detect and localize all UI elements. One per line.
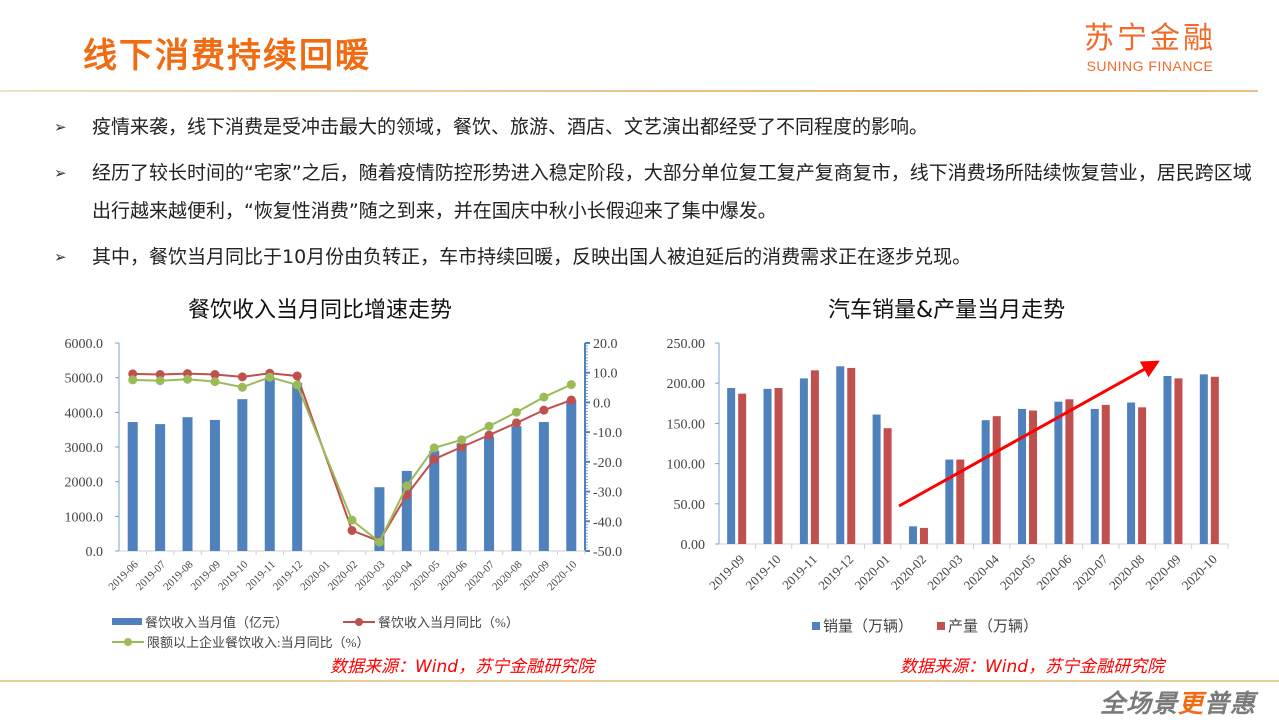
svg-text:20.0: 20.0	[593, 337, 618, 352]
right-chart-title: 汽车销量&产量当月走势	[828, 298, 1066, 323]
svg-text:0.0: 0.0	[86, 545, 104, 560]
svg-text:50.00: 50.00	[674, 498, 706, 513]
bullet-list: ➢ 疫情来袭，线下消费是受冲击最大的领域，餐饮、旅游、酒店、文艺演出都经受了不同…	[54, 108, 1254, 284]
svg-text:2020-10: 2020-10	[1179, 552, 1220, 593]
page-title: 线下消费持续回暖	[83, 36, 371, 76]
bullet-text: 经历了较长时间的“宅家”之后，随着疫情防控形势进入稳定阶段，大部分单位复工复产复…	[92, 162, 1252, 222]
svg-text:250.00: 250.00	[667, 337, 706, 352]
legend-item-production: 产量（万辆）	[937, 615, 1038, 636]
svg-text:150.00: 150.00	[667, 417, 706, 432]
svg-text:2019-12: 2019-12	[815, 552, 856, 593]
svg-text:2020-10: 2020-10	[545, 558, 580, 593]
footer-slogan: 全场景更普惠	[1100, 689, 1257, 718]
legend-item-revenue: 餐饮收入当月值（亿元）	[112, 612, 288, 631]
svg-text:-50.0: -50.0	[593, 545, 622, 560]
svg-text:-30.0: -30.0	[593, 486, 622, 501]
right-data-source: 数据来源：Wind，苏宁金融研究院	[900, 657, 1165, 677]
svg-text:2020-02: 2020-02	[326, 559, 360, 593]
svg-text:2019-10: 2019-10	[216, 558, 251, 593]
svg-text:6000.0: 6000.0	[65, 337, 104, 352]
restaurant-revenue-chart: 6000.0 5000.0 4000.0 3000.0 2000.0 1000.0 0.0 2…	[65, 337, 623, 593]
logo-chinese: 苏宁金融	[1084, 21, 1216, 56]
svg-text:2020-03: 2020-03	[924, 552, 965, 593]
red-square-icon	[937, 621, 945, 630]
svg-text:1000.0: 1000.0	[65, 510, 104, 525]
svg-text:2020-01: 2020-01	[298, 559, 332, 593]
bullet-item: ➢ 疫情来袭，线下消费是受冲击最大的领域，餐饮、旅游、酒店、文艺演出都经受了不同…	[54, 108, 1254, 146]
bullet-item: ➢ 其中，餐饮当月同比于10月份由负转正，车市持续回暖，反映出国人被迫延后的消费…	[54, 238, 1254, 276]
legend-item-above-quota-yoy: 限额以上企业餐饮收入:当月同比（%）	[112, 632, 369, 651]
svg-text:2019-11: 2019-11	[779, 552, 820, 593]
bullet-text: 其中，餐饮当月同比于10月份由负转正，车市持续回暖，反映出国人被迫延后的消费需求…	[92, 246, 972, 268]
auto-sales-chart: 250.00 200.00 150.00 100.00 50.00 0.002019-09…	[667, 337, 1229, 593]
svg-text:2020-06: 2020-06	[1033, 551, 1075, 593]
svg-text:2000.0: 2000.0	[65, 476, 104, 491]
blue-square-icon	[812, 621, 820, 630]
svg-text:100.00: 100.00	[667, 458, 706, 473]
svg-text:-20.0: -20.0	[593, 456, 622, 471]
svg-text:2020-08: 2020-08	[1106, 552, 1147, 593]
logo-english: SUNING FINANCE	[1086, 58, 1214, 74]
svg-text:2020-05: 2020-05	[997, 552, 1038, 593]
arrow-bullet-icon: ➢	[54, 118, 67, 136]
svg-text:0.00: 0.00	[681, 538, 706, 553]
left-chart-title: 餐饮收入当月同比增速走势	[188, 298, 453, 323]
svg-text:-40.0: -40.0	[593, 515, 622, 530]
svg-text:-10.0: -10.0	[593, 426, 622, 441]
svg-text:2020-09: 2020-09	[1142, 552, 1183, 593]
svg-text:200.00: 200.00	[667, 377, 706, 392]
footer-divider	[0, 680, 1279, 682]
svg-text:10.0: 10.0	[593, 367, 618, 382]
arrow-bullet-icon: ➢	[54, 164, 67, 182]
svg-text:5000.0: 5000.0	[65, 372, 104, 387]
svg-text:0.0: 0.0	[593, 396, 611, 411]
red-line-marker-icon	[343, 617, 375, 626]
svg-text:2020-01: 2020-01	[851, 552, 892, 593]
arrow-bullet-icon: ➢	[54, 248, 67, 266]
green-line-marker-icon	[112, 637, 144, 646]
header-divider	[0, 90, 1258, 92]
bullet-item: ➢ 经历了较长时间的“宅家”之后，随着疫情防控形势进入稳定阶段，大部分单位复工复…	[54, 154, 1254, 230]
svg-text:4000.0: 4000.0	[65, 406, 104, 421]
blue-bar-swatch-icon	[112, 618, 142, 625]
bullet-text: 疫情来袭，线下消费是受冲击最大的领域，餐饮、旅游、酒店、文艺演出都经受了不同程度…	[92, 116, 929, 138]
svg-text:2020-04: 2020-04	[961, 551, 1003, 593]
legend-item-sales: 销量（万辆）	[812, 615, 913, 636]
svg-text:2019-10: 2019-10	[742, 552, 783, 593]
svg-text:2019-12: 2019-12	[271, 559, 305, 593]
suning-finance-logo: 苏宁金融 SUNING FINANCE	[1084, 21, 1216, 75]
checkmark-icon: 更	[1178, 689, 1205, 718]
left-data-source: 数据来源：Wind，苏宁金融研究院	[330, 657, 595, 677]
svg-text:2020-07: 2020-07	[1070, 551, 1112, 593]
svg-text:3000.0: 3000.0	[65, 441, 104, 456]
svg-text:2020-02: 2020-02	[888, 552, 929, 593]
svg-text:2019-09: 2019-09	[706, 552, 747, 593]
legend-item-yoy: 餐饮收入当月同比（%）	[343, 612, 519, 631]
